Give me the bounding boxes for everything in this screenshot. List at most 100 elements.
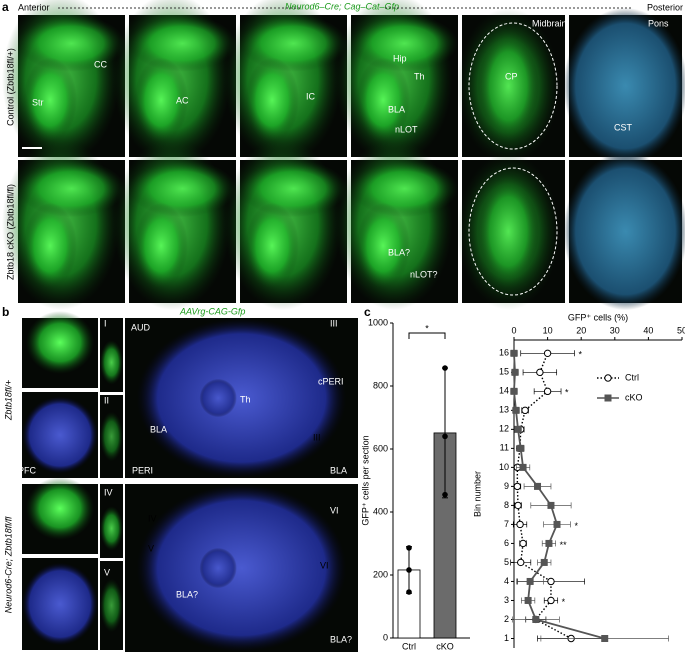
y-tick-label: 16 [499,348,509,358]
data-point [406,589,412,595]
tissue [477,174,540,289]
label: Th [414,71,425,81]
y-tick-label: 800 [373,380,388,390]
legend-marker [604,374,612,382]
x-tick-label: 20 [576,325,586,335]
marker [516,520,524,529]
label: AC [176,95,189,105]
tissue [25,477,95,540]
tissue [129,160,236,218]
inset-label: IV [104,487,113,497]
marker [553,520,561,528]
marker [510,387,518,395]
tissue [245,202,299,289]
tissue [356,57,410,143]
label: nLOT [395,124,418,134]
y-tick-label: 11 [500,443,509,453]
inset-label: IV [148,513,157,523]
tissue [18,15,125,72]
marker [543,387,552,396]
y-tick-label: 9 [504,481,509,491]
outline [468,167,558,296]
marker [517,558,525,567]
y-tick-label: 12 [499,424,509,434]
significance-bracket [408,332,446,339]
legend-marker [604,394,612,402]
tissue [240,160,347,218]
x-tick-label: 40 [643,325,653,335]
marker [526,577,534,585]
label: PERI [132,465,153,475]
marker [521,406,529,415]
significance: * [578,350,582,360]
legend-label: Ctrl [625,372,639,382]
y-axis-label: GFP⁺ cells per section [360,435,370,525]
x-tick-label: 50 [677,325,685,335]
y-tick-label: 1000 [368,317,388,327]
label: CC [94,59,107,69]
inset-label: III [330,318,338,328]
y-tick-label: 2 [504,614,509,624]
marker [514,425,522,433]
marker [510,349,518,357]
marker [512,406,520,414]
data-point [442,491,448,498]
label: CST [614,122,633,132]
marker [547,501,555,509]
marker [601,634,609,642]
tissue [22,562,98,646]
row-label: Neurod6-Cre; Zbtb18fl/fl [3,516,13,614]
x-tick-label: 30 [610,325,620,335]
data-point [406,545,412,551]
tissue [136,318,347,478]
tissue [100,411,123,462]
label: BLA? [330,634,352,644]
y-tick-label: 15 [499,367,509,377]
tissue [351,160,458,218]
marker [519,539,527,548]
outline [468,22,558,150]
tissue [199,547,237,589]
tissue [23,57,77,143]
inset-label: III [313,432,321,442]
panel-letter: b [2,305,9,319]
tissue [100,506,123,551]
x-tick-label: 0 [511,325,516,335]
y-tick-label: 6 [504,538,509,548]
label: nLOT? [410,269,438,279]
data-point [442,433,448,440]
y-tick-label: 7 [504,519,509,529]
row-label: Control (Zbtb18fl/+) [5,48,15,126]
tissue [136,484,347,652]
tissue [100,340,123,385]
tissue [356,202,410,289]
axis-posterior: Posterior [647,2,683,12]
tissue [134,57,188,143]
series-line [516,353,572,640]
label: Str [32,97,44,107]
data-point [442,365,448,371]
label: Midbrain [532,18,567,28]
marker [547,596,555,605]
marker [545,539,553,547]
y-tick-label: 8 [504,500,509,510]
y-tick-label: 4 [504,576,509,586]
tissue [25,311,95,374]
marker [517,444,525,452]
label: IC [306,91,316,101]
significance: * [425,323,429,333]
label: CP [505,71,518,81]
marker [540,558,548,566]
significance: ** [560,540,568,550]
tissue [129,15,236,72]
marker [524,596,532,604]
label: BLA? [176,589,198,599]
y-tick-label: 600 [373,443,388,453]
label: Hip [393,53,407,63]
x-tick-label: Ctrl [402,641,416,651]
marker [514,501,522,510]
x-tick-label: 10 [543,325,553,335]
